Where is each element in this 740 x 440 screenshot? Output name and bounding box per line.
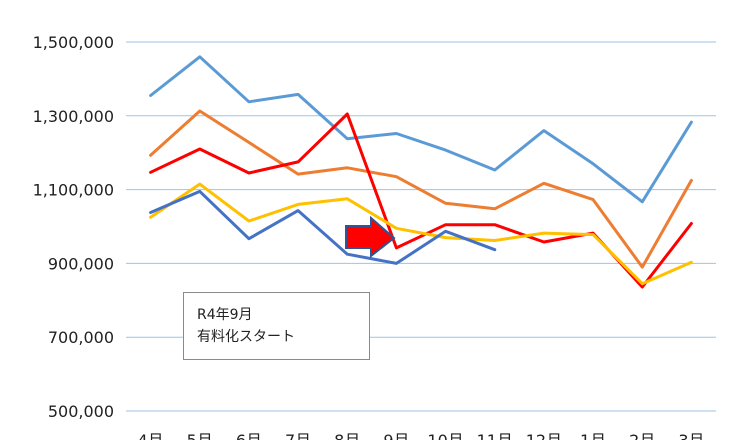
x-tick-label: 10月 [427, 431, 463, 440]
x-tick-labels: 4月 5月 6月 7月 8月 9月 10月 11月 12月 1月 2月 3月 [137, 431, 704, 440]
y-tick-label: 900,000 [48, 254, 114, 273]
series-line-1 [149, 55, 693, 204]
y-tick-label: 1,500,000 [33, 33, 114, 52]
x-tick-label: 11月 [477, 431, 513, 440]
annotation-line-2: 有料化スタート [197, 329, 295, 345]
series-lines [149, 55, 693, 289]
x-tick-label: 4月 [137, 431, 163, 440]
series-line-3 [149, 112, 693, 289]
x-tick-label: 8月 [334, 431, 360, 440]
x-tick-label: 12月 [526, 431, 562, 440]
x-tick-label: 9月 [383, 431, 409, 440]
x-tick-label: 3月 [678, 431, 704, 440]
annotation-box: R4年9月 有料化スタート [183, 292, 370, 360]
y-tick-label: 700,000 [48, 328, 114, 347]
x-tick-label: 5月 [187, 431, 213, 440]
y-tick-labels: 500,000 700,000 900,000 1,100,000 1,300,000 1… [33, 33, 114, 421]
y-tick-label: 1,300,000 [33, 107, 114, 126]
y-tick-label: 500,000 [48, 402, 114, 421]
x-tick-label: 6月 [236, 431, 262, 440]
series-line-2 [149, 109, 693, 269]
y-tick-label: 1,100,000 [33, 181, 114, 200]
x-tick-label: 2月 [629, 431, 655, 440]
x-tick-label: 7月 [285, 431, 311, 440]
annotation-line-1: R4年9月 [197, 307, 253, 323]
x-tick-label: 1月 [580, 431, 606, 440]
series-line-5 [149, 189, 497, 265]
red-arrow [345, 215, 396, 259]
series-line-4 [149, 182, 693, 286]
